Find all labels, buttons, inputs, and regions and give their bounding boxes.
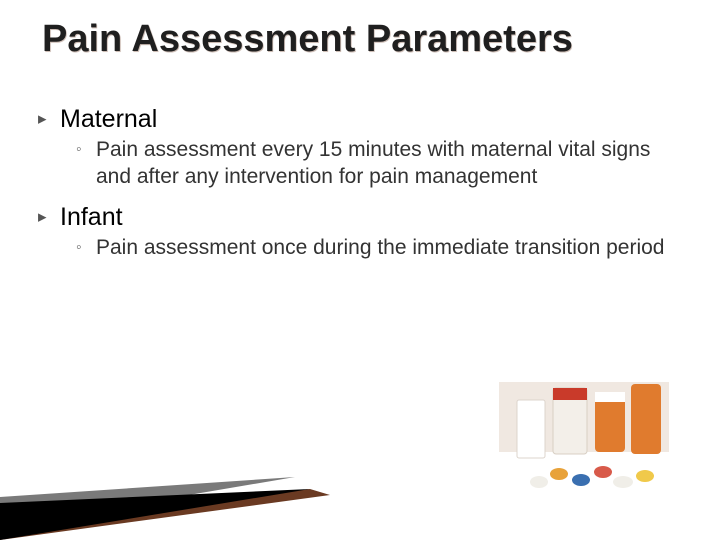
content-area: Maternal Pain assessment every 15 minute… bbox=[34, 104, 686, 273]
bottle-cap-red-icon bbox=[553, 388, 587, 400]
bullet-infant: Infant bbox=[34, 202, 686, 233]
pill-icon bbox=[572, 474, 590, 486]
decorative-wedge bbox=[0, 445, 330, 540]
wedge-dark bbox=[0, 489, 310, 540]
bullet-infant-detail: Pain assessment once during the immediat… bbox=[34, 235, 686, 261]
slide-title: Pain Assessment Parameters bbox=[42, 18, 573, 61]
pill-icon bbox=[594, 466, 612, 478]
wedge-grey bbox=[0, 477, 295, 527]
medication-image bbox=[498, 381, 670, 498]
bottle-cap-white-icon bbox=[595, 392, 625, 402]
medication-illustration bbox=[499, 382, 669, 497]
pill-icon bbox=[636, 470, 654, 482]
pill-icon bbox=[550, 468, 568, 480]
pill-icon bbox=[530, 476, 548, 488]
slide: Pain Assessment Parameters Maternal Pain… bbox=[0, 0, 720, 540]
bottle-orange2-icon bbox=[631, 384, 661, 454]
wedge-brown bbox=[0, 489, 330, 540]
pill-icon bbox=[613, 476, 633, 488]
bullet-maternal-detail: Pain assessment every 15 minutes with ma… bbox=[34, 137, 686, 190]
glass-icon bbox=[517, 400, 545, 458]
bullet-maternal: Maternal bbox=[34, 104, 686, 135]
